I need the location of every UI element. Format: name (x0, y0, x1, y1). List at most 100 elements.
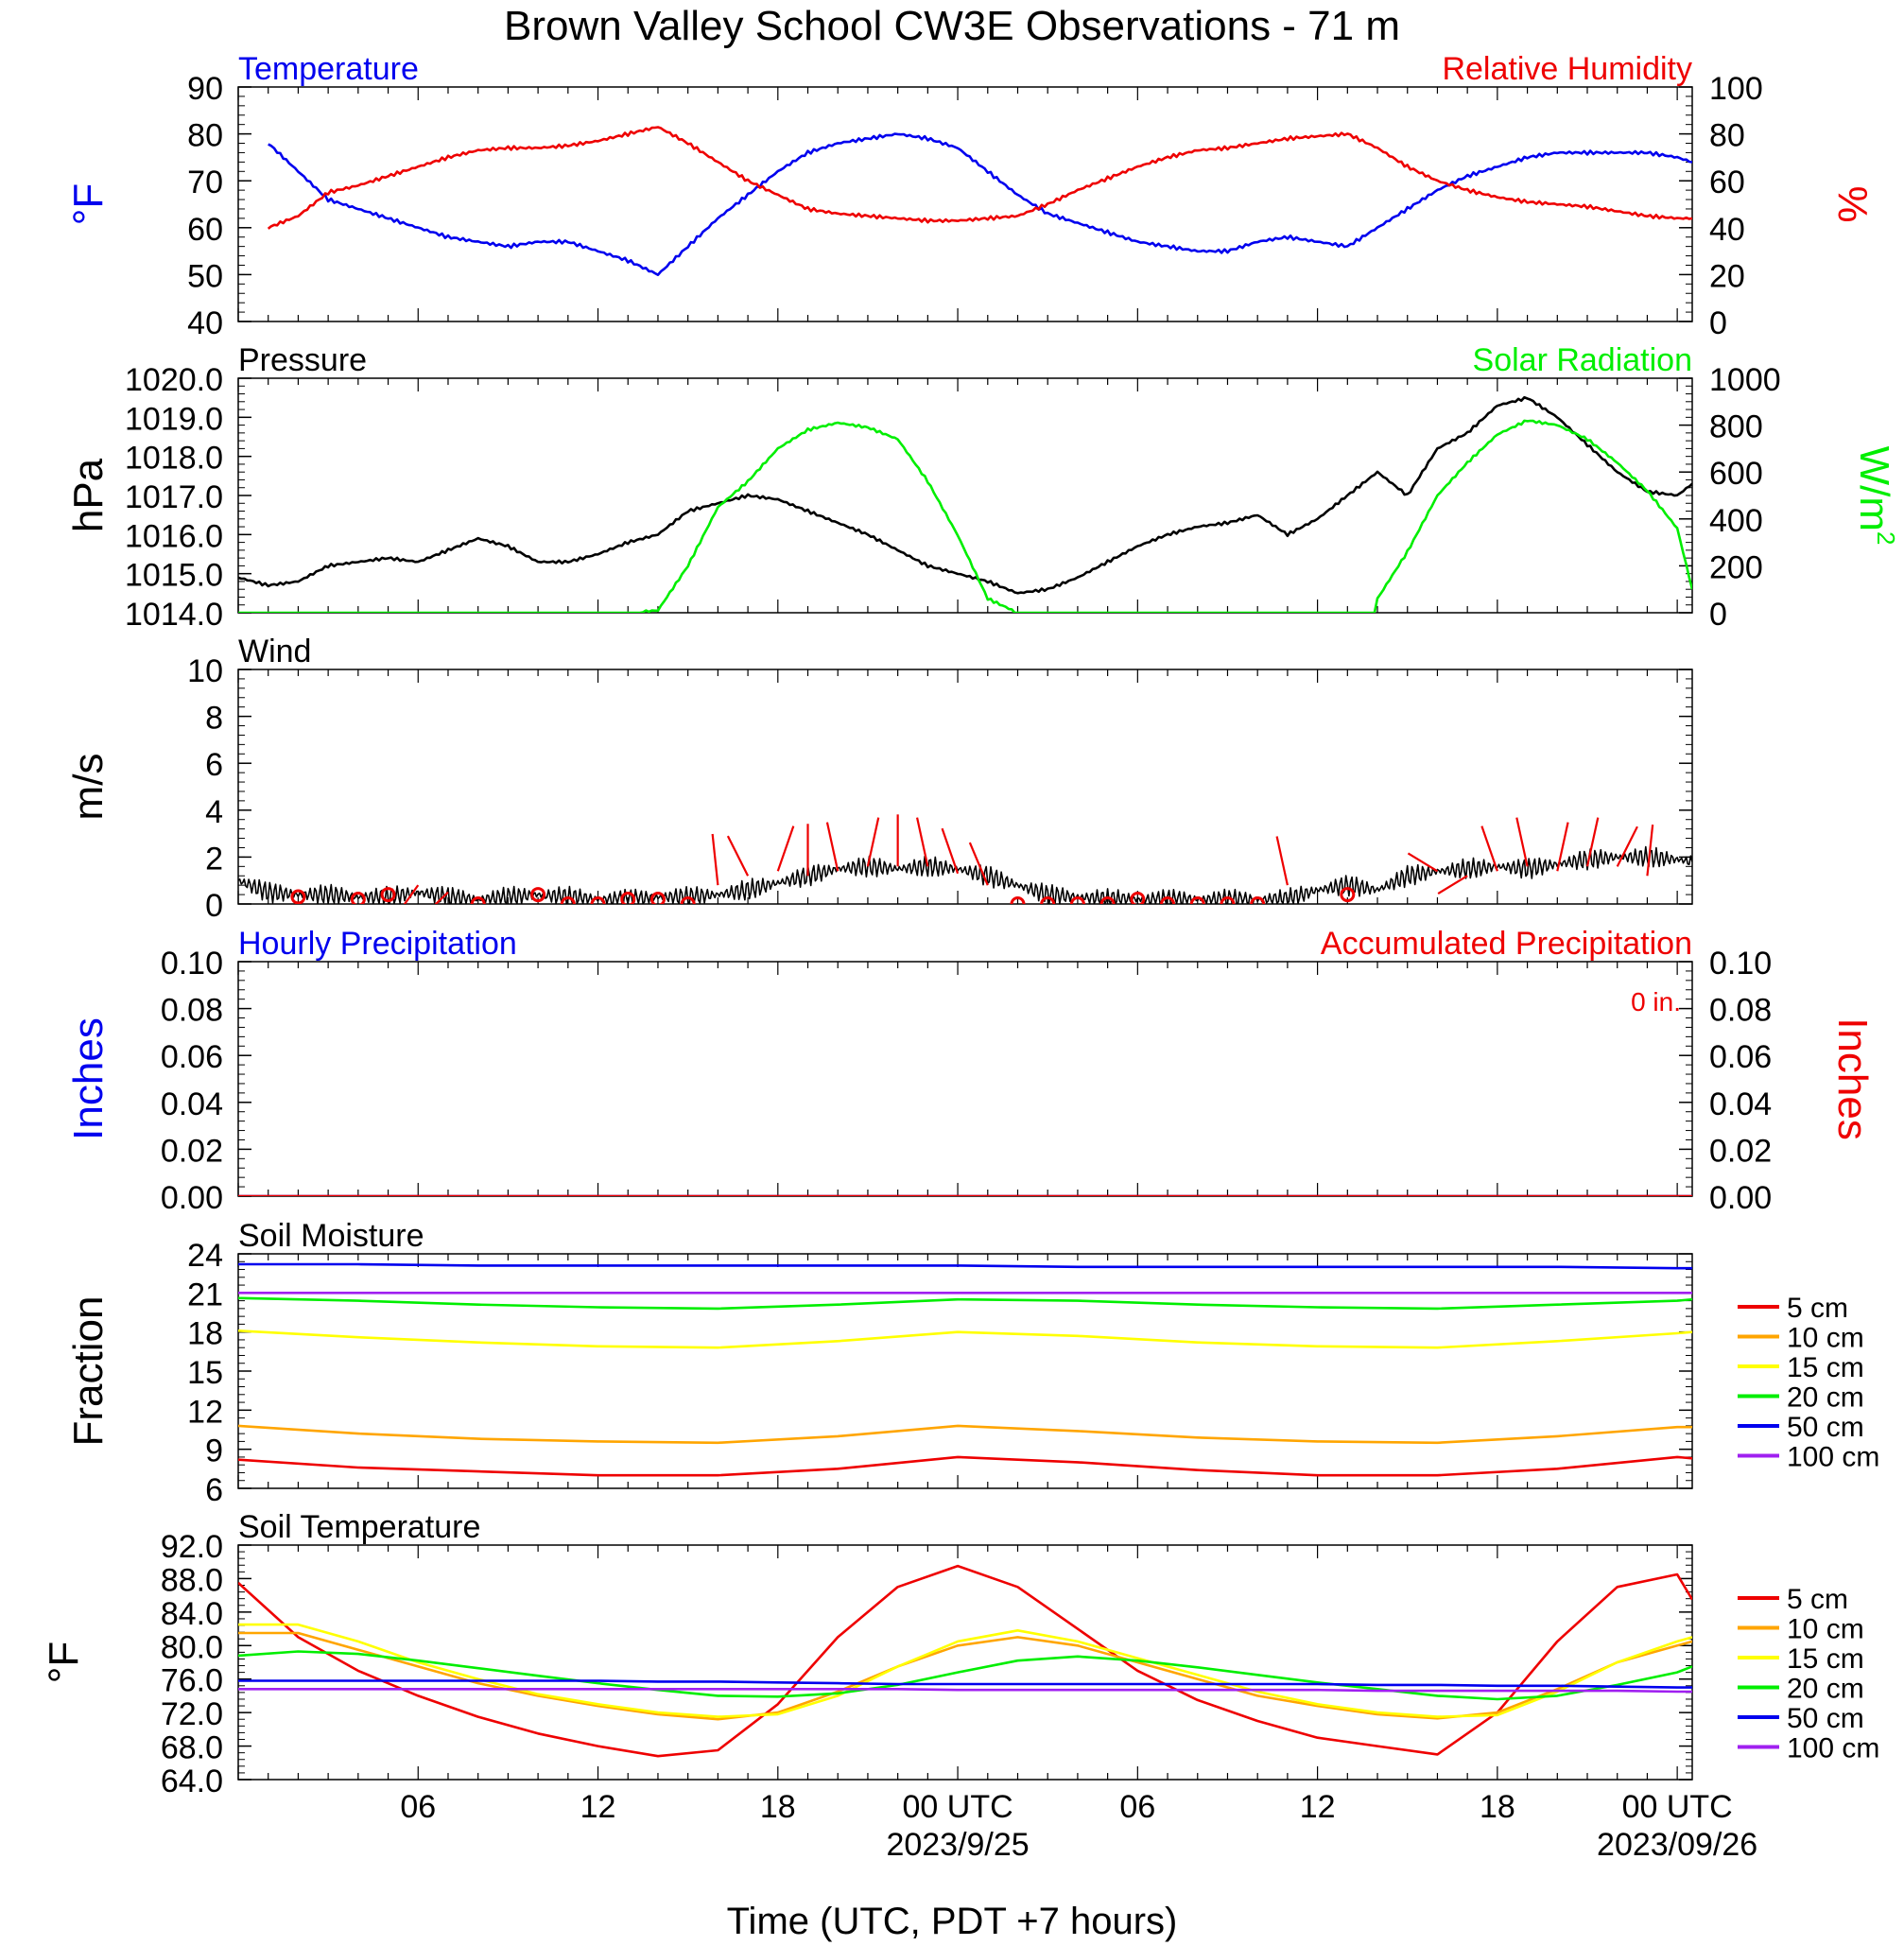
y-tick-label: 92.0 (161, 1529, 223, 1565)
y-tick-label: 50 (187, 258, 223, 294)
y-right-tick-label: 0.08 (1709, 993, 1772, 1029)
y-right-tick-label: 0.04 (1709, 1086, 1772, 1122)
series-line-10-cm (238, 1424, 1692, 1445)
series-group (238, 814, 1692, 904)
wind-barb (1275, 836, 1289, 886)
y-tick-label: 60 (187, 212, 223, 248)
wind-calm-marker (1250, 896, 1266, 904)
wind-calm-marker (1340, 887, 1356, 903)
y-tick-label: 1018.0 (125, 441, 223, 477)
y-tick-label: 88.0 (161, 1562, 223, 1598)
y-tick-label: 6 (205, 1472, 223, 1508)
panel-temp_rh: 90 80 70 60 50 40 100 80 60 40 20 0 Temperature Relat… (65, 51, 1876, 341)
y-axis-label-left: hPa (65, 458, 112, 532)
y-tick-label: 1019.0 (125, 401, 223, 437)
wind-calm-marker (1099, 896, 1116, 904)
series-group (267, 126, 1692, 277)
y-tick-label: 10 (187, 653, 223, 689)
wind-barb (1480, 825, 1498, 872)
wind-calm-marker (620, 892, 636, 904)
date-label: 2023/09/26 (1597, 1827, 1757, 1863)
x-tick-label: 06 (1119, 1789, 1155, 1825)
panel-wind: 10 8 6 4 2 0 Wind m/s (65, 634, 1693, 924)
wind-calm-marker (530, 887, 546, 903)
wind-calm-marker (350, 892, 366, 904)
y-tick-label: 72.0 (161, 1696, 223, 1732)
y-tick-label: 64.0 (161, 1764, 223, 1799)
legend-label: 20 cm (1787, 1674, 1864, 1705)
panel-title-left: Pressure (238, 342, 367, 378)
y-tick-label: 40 (187, 305, 223, 341)
legend-label: 5 cm (1787, 1293, 1848, 1324)
wind-calm-marker (1040, 896, 1056, 904)
y-right-tick-label: 0.10 (1709, 946, 1772, 982)
x-tick-label: 06 (400, 1789, 436, 1825)
legend-label: 20 cm (1787, 1382, 1864, 1414)
panel-soil_temperature: 92.088.084.080.076.072.068.064.0 Soil Tem… (41, 1509, 1879, 1799)
series-line-relative-humidity (267, 126, 1692, 230)
y-tick-label: 2 (205, 841, 223, 877)
panel-frame (237, 86, 1693, 322)
series-line-50-cm (238, 1679, 1692, 1689)
wind-barb (1515, 817, 1529, 867)
date-label: 2023/9/25 (886, 1827, 1029, 1863)
panel-title-left: Wind (238, 634, 311, 669)
y-right-tick-label: 40 (1709, 212, 1745, 248)
series-line-20-cm (238, 1650, 1692, 1701)
series-group (238, 1564, 1692, 1758)
chart-title: Brown Valley School CW3E Observations - … (504, 3, 1400, 49)
y-axis-label-right: % (1829, 185, 1876, 222)
wind-barb (711, 833, 719, 886)
y-tick-label: 0.02 (161, 1133, 223, 1169)
x-tick-label: 18 (760, 1789, 796, 1825)
panel-frame (237, 377, 1693, 614)
series-line-5-cm (238, 1564, 1692, 1758)
y-right-tick-label: 0.02 (1709, 1133, 1772, 1169)
y-tick-label: 4 (205, 794, 223, 830)
y-axis-label-left: Fraction (65, 1296, 112, 1447)
x-tick-label: 18 (1480, 1789, 1515, 1825)
series-line-10-cm (238, 1631, 1692, 1721)
panel-title-left: Soil Temperature (238, 1509, 480, 1545)
wind-barb (941, 827, 960, 875)
wind-calm-marker (1160, 896, 1176, 904)
y-tick-label: 80.0 (161, 1629, 223, 1665)
wind-barb (776, 825, 795, 872)
y-right-tick-label: 0.00 (1709, 1180, 1772, 1216)
wind-barb (726, 835, 750, 877)
series-line-solar-radiation (238, 419, 1692, 613)
y-axis-label-left: °F (65, 183, 112, 225)
y-tick-label: 0.10 (161, 946, 223, 982)
series-line-5-cm (238, 1455, 1692, 1477)
legend-label: 10 cm (1787, 1614, 1864, 1645)
legend-label: 50 cm (1787, 1412, 1864, 1443)
wind-calm-marker (649, 892, 666, 904)
y-tick-label: 0.00 (161, 1180, 223, 1216)
panel-frame (237, 1253, 1693, 1489)
y-right-tick-label: 80 (1709, 118, 1745, 154)
x-tick-label: 12 (1300, 1789, 1336, 1825)
y-tick-label: 1014.0 (125, 597, 223, 633)
wind-barb (866, 817, 880, 867)
y-axis-label-left: m/s (65, 754, 112, 821)
wind-barb (825, 822, 839, 872)
wind-barb (1407, 852, 1439, 873)
wind-barb (434, 891, 449, 904)
y-tick-label: 68.0 (161, 1730, 223, 1766)
y-right-tick-label: 20 (1709, 258, 1745, 294)
y-tick-label: 76.0 (161, 1663, 223, 1699)
series-line-temperature (268, 132, 1692, 277)
series-line-100-cm (238, 1688, 1692, 1694)
y-right-tick-label: 200 (1709, 549, 1763, 585)
y-tick-label: 0.06 (161, 1039, 223, 1075)
x-tick-label: 12 (580, 1789, 616, 1825)
wind-barb (1585, 817, 1600, 867)
y-right-tick-label: 60 (1709, 165, 1745, 200)
panel-frame (237, 669, 1693, 905)
y-axis-label-superscript: 2 (1872, 531, 1900, 545)
panel-title-left: Soil Moisture (238, 1218, 424, 1254)
wind-calm-marker (1069, 896, 1085, 904)
